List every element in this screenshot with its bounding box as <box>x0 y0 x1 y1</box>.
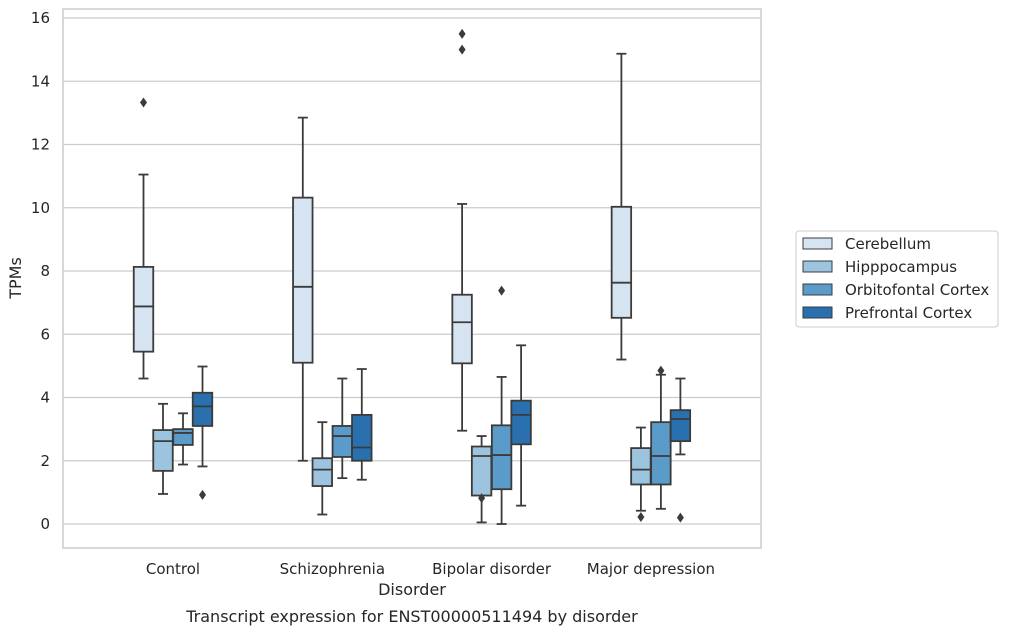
y-axis-ticks: 0 2 4 6 8 10 12 14 16 <box>31 9 50 533</box>
y-tick-label: 10 <box>31 199 50 217</box>
outlier-point <box>458 44 466 55</box>
x-tick-label: Schizophrenia <box>280 560 385 578</box>
box <box>630 447 652 486</box>
legend-swatch <box>802 260 833 273</box>
box <box>669 409 692 443</box>
legend-frame <box>795 230 999 328</box>
box <box>490 424 513 491</box>
box <box>470 445 493 497</box>
y-tick-label: 4 <box>40 389 50 407</box>
y-tick-label: 6 <box>40 325 50 343</box>
legend-label: Hipppocampus <box>845 258 957 276</box>
outlier-point <box>637 512 645 523</box>
grid-lines <box>63 17 761 525</box>
legend-swatch <box>802 283 833 296</box>
legend: Cerebellum Hipppocampus Orbitofontal Corte… <box>795 230 999 328</box>
box <box>610 205 633 319</box>
y-axis-label: TPMs <box>6 257 25 300</box>
y-tick-label: 16 <box>31 9 50 27</box>
y-tick-label: 8 <box>40 262 50 280</box>
x-tick-label: Bipolar disorder <box>432 560 552 578</box>
legend-label: Cerebellum <box>845 235 931 253</box>
x-tick-label: Major depression <box>587 560 715 578</box>
outlier-point <box>676 512 684 523</box>
box <box>152 429 174 472</box>
legend-label: Prefrontal Cortex <box>845 304 972 322</box>
outlier-point <box>458 28 466 39</box>
x-axis-ticks: Control Schizophrenia Bipolar disorder Majo… <box>146 560 715 578</box>
box <box>451 293 473 365</box>
outlier-point <box>498 285 506 296</box>
outlier-point <box>657 365 665 376</box>
y-tick-label: 14 <box>31 72 50 90</box>
box-plot-area <box>132 28 692 525</box>
x-tick-label: Control <box>146 560 200 578</box>
outlier-point <box>199 489 206 500</box>
plot-frame <box>62 8 762 549</box>
box <box>331 425 353 458</box>
outlier-point <box>478 493 486 504</box>
box <box>351 413 373 462</box>
x-axis-label: Disorder <box>378 580 446 599</box>
box <box>510 399 532 446</box>
box <box>191 391 214 427</box>
box <box>172 428 194 446</box>
box <box>132 265 155 353</box>
outlier-point <box>140 97 147 108</box>
box <box>311 457 333 487</box>
box <box>292 196 314 364</box>
legend-swatch <box>802 237 833 250</box>
legend-swatch <box>802 306 833 319</box>
box <box>650 421 672 486</box>
y-tick-label: 12 <box>31 136 50 154</box>
y-tick-label: 2 <box>40 452 50 470</box>
y-tick-label: 0 <box>40 515 50 533</box>
figure-caption: Transcript expression for ENST0000051149… <box>185 607 638 626</box>
legend-label: Orbitofontal Cortex <box>845 281 989 299</box>
